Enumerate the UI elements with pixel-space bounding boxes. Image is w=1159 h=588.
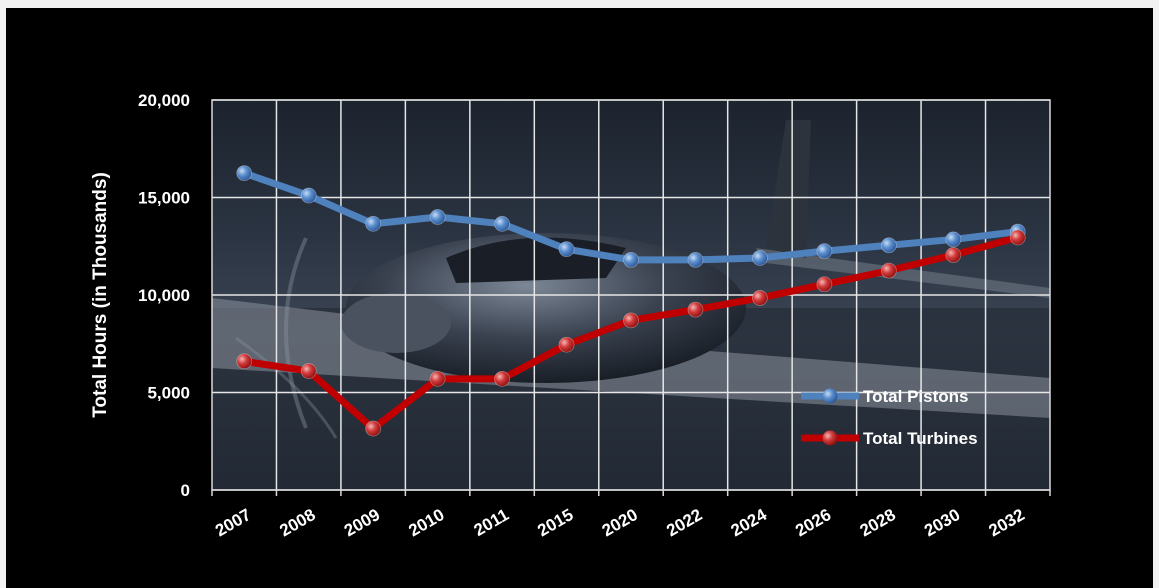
data-point <box>558 241 575 258</box>
data-point <box>494 370 510 387</box>
data-point <box>687 251 704 268</box>
line-chart: 0 5,000 10,000 15,000 20,000 2007 2008 2009 201… <box>90 91 1051 541</box>
data-point <box>945 231 962 248</box>
data-point <box>236 165 253 182</box>
background-photo <box>212 100 1050 490</box>
x-tick-label: 2008 <box>276 505 318 540</box>
legend-item: Total Turbines <box>801 429 978 448</box>
chart-axes <box>211 99 1051 496</box>
legend-label: Total Turbines <box>863 429 978 448</box>
x-tick-label: 2028 <box>857 505 899 540</box>
x-tick-label: 2026 <box>792 505 834 540</box>
x-tick-label: 2009 <box>341 505 383 540</box>
data-point <box>429 370 446 387</box>
legend-swatch-marker <box>822 430 838 446</box>
x-tick-label: 2007 <box>212 505 254 540</box>
data-point <box>623 312 639 329</box>
data-point <box>236 353 253 370</box>
legend-item: Total Pistons <box>801 387 968 406</box>
series-total-pistons <box>236 165 1026 268</box>
data-point <box>429 209 446 225</box>
x-tick-label: 2032 <box>986 505 1028 540</box>
data-point <box>880 237 897 254</box>
data-point <box>816 243 833 260</box>
data-point <box>623 251 639 268</box>
chart-frame: 0 5,000 10,000 15,000 20,000 2007 2008 2009 201… <box>6 8 1153 588</box>
legend-swatch-marker <box>822 388 838 404</box>
data-point <box>752 250 768 266</box>
x-axis-ticks: 2007 2008 2009 2010 2011 2015 2020 2022 2024 2026… <box>212 505 1028 541</box>
x-tick-label: 2015 <box>534 505 576 540</box>
data-point <box>365 420 382 437</box>
y-tick-label: 5,000 <box>147 384 190 403</box>
y-axis-ticks: 0 5,000 10,000 15,000 20,000 <box>138 91 190 500</box>
chart-legend: Total Pistons Total Turbines <box>801 387 978 448</box>
x-tick-label: 2022 <box>663 505 705 540</box>
data-point <box>880 262 897 279</box>
y-tick-label: 15,000 <box>138 189 190 208</box>
plot-border <box>211 99 1051 491</box>
data-point <box>1009 229 1026 246</box>
data-point <box>752 290 768 306</box>
y-tick-label: 0 <box>181 481 190 500</box>
data-series <box>236 165 1026 437</box>
data-point <box>494 215 510 232</box>
x-tick-label: 2011 <box>471 505 512 540</box>
x-tick-label: 2030 <box>921 505 963 540</box>
data-point <box>558 336 575 353</box>
data-point <box>300 363 317 379</box>
x-tick-label: 2024 <box>728 505 771 541</box>
data-point <box>687 301 704 318</box>
y-axis-title: Total Hours (in Thousands) <box>90 172 111 418</box>
series-total-turbines <box>236 229 1026 437</box>
x-tick-label: 2010 <box>405 505 447 540</box>
data-point <box>945 247 962 263</box>
data-point <box>365 215 382 232</box>
y-tick-label: 20,000 <box>138 91 190 110</box>
data-point <box>300 187 317 204</box>
x-tick-label: 2020 <box>599 505 641 540</box>
legend-label: Total Pistons <box>863 387 968 406</box>
data-point <box>816 276 833 293</box>
y-tick-label: 10,000 <box>138 286 190 305</box>
